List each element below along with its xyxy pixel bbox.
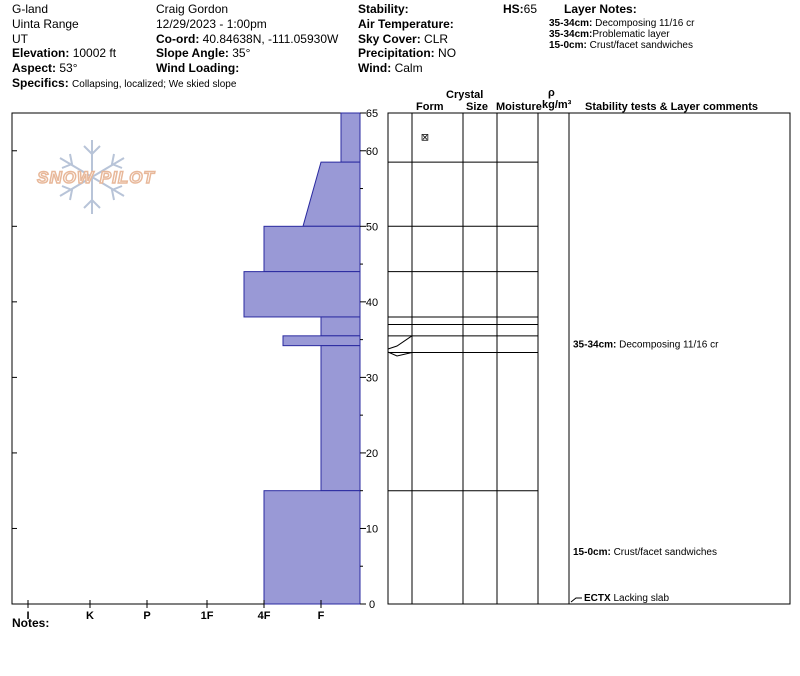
wind-value: Calm [394, 61, 423, 75]
slope-row: Slope Angle: 35° [156, 46, 250, 60]
density-unit-header: kg/m³ [542, 99, 572, 111]
layer-note-text: Decomposing 11/16 cr [595, 18, 695, 29]
layer-note-text: Crust/facet sandwiches [589, 40, 693, 51]
snowpilot-logo: SNOW PILOT [30, 138, 160, 218]
hardness-tick-label: 1F [201, 610, 214, 622]
notes-label: Notes: [12, 616, 50, 630]
height-tick-label: 65 [366, 108, 378, 120]
elevation-value: 10002 ft [72, 46, 117, 60]
stability-test-pointer [570, 597, 582, 603]
slope-value: 35° [232, 46, 251, 60]
layer-comment: 15-0cm: Crust/facet sandwiches [573, 547, 717, 558]
hardness-layer [282, 335, 361, 347]
hardness-layer [263, 490, 361, 605]
hs-row: HS:65 [503, 2, 537, 16]
hardness-layer [243, 271, 361, 318]
hardness-layer [320, 345, 361, 492]
layer-note: 15-0cm: Crust/facet sandwiches [549, 40, 693, 51]
precip-label: Precipitation: [358, 46, 435, 60]
stability-test-result: Lacking slab [613, 593, 669, 604]
height-tick-label: 50 [366, 221, 378, 233]
hardness-layer [263, 225, 361, 273]
coord-row: Co-ord: 40.84638N, -111.05930W [156, 32, 338, 46]
hardness-tick-label: K [86, 610, 94, 622]
slope-label: Slope Angle: [156, 46, 229, 60]
hardness-tick-label: F [318, 610, 325, 622]
sky-label: Sky Cover: [358, 32, 421, 46]
layer-note: 35-34cm:Problematic layer [549, 29, 670, 40]
layer-comment-range: 15-0cm: [573, 547, 614, 558]
height-tick-label: 20 [366, 448, 378, 460]
wind-label: Wind: [358, 61, 392, 75]
hardness-tick-label: P [143, 610, 150, 622]
height-tick-label: 0 [369, 599, 375, 611]
specifics-row: Specifics: Collapsing, localized; We ski… [12, 76, 236, 90]
wind-loading-row: Wind Loading: [156, 61, 239, 75]
wind-row: Wind: Calm [358, 61, 423, 75]
stability-test: ECTX Lacking slab [584, 593, 669, 604]
layer-comment: 35-34cm: Decomposing 11/16 cr [573, 339, 719, 350]
layer-note: 35-34cm: Decomposing 11/16 cr [549, 18, 694, 29]
precip-value: NO [438, 46, 457, 60]
range-name: Uinta Range [12, 17, 79, 31]
air-temp-label: Air Temperature: [358, 17, 454, 31]
stability-test-code: ECTX [584, 593, 613, 604]
layer-comment-text: Decomposing 11/16 cr [619, 339, 719, 350]
layer-note-range: 35-34cm: [549, 18, 593, 29]
obs-datetime: 12/29/2023 - 1:00pm [156, 17, 267, 31]
elevation-label: Elevation: [12, 46, 70, 60]
layer-connector [387, 335, 413, 350]
air-temp-row: Air Temperature: [358, 17, 454, 31]
logo-text: SNOW PILOT [36, 167, 155, 188]
layer-note-range: 15-0cm: [549, 40, 587, 51]
layer-comment-range: 35-34cm: [573, 339, 619, 350]
size-header: Size [466, 101, 489, 113]
state-name: UT [12, 32, 28, 46]
layer-table-frame [387, 112, 791, 605]
layer-note-text: Problematic layer [592, 29, 670, 40]
hardness-tick-label: 4F [258, 610, 271, 622]
observer-name: Craig Gordon [156, 2, 229, 16]
layer-notes-title: Layer Notes: [564, 2, 637, 16]
hs-label: HS: [503, 2, 524, 16]
height-tick-label: 30 [366, 372, 378, 384]
site-name: G-land [12, 2, 49, 16]
form-header: Form [416, 101, 444, 113]
stability-row: Stability: [358, 2, 409, 16]
precip-row: Precipitation: NO [358, 46, 456, 60]
aspect-label: Aspect: [12, 61, 57, 75]
hardness-tick-label: I [26, 610, 29, 622]
elevation-row: Elevation: 10002 ft [12, 46, 116, 60]
specifics-label: Specifics: [12, 76, 69, 90]
height-tick-label: 60 [366, 146, 378, 158]
coord-value: 40.84638N, -111.05930W [202, 32, 339, 46]
crystal-header: Crystal [446, 89, 484, 101]
stability-tests-header: Stability tests & Layer comments [585, 101, 759, 113]
layer-note-range: 35-34cm: [549, 29, 593, 40]
hardness-layer [320, 316, 361, 337]
sky-value: CLR [424, 32, 449, 46]
grain-form-symbol: ⊠ [421, 133, 429, 144]
snowflake-icon [59, 140, 125, 214]
height-tick-label: 10 [366, 523, 378, 535]
layer-comment-text: Crust/facet sandwiches [614, 547, 717, 558]
sky-row: Sky Cover: CLR [358, 32, 448, 46]
aspect-row: Aspect: 53° [12, 61, 78, 75]
coord-label: Co-ord: [156, 32, 200, 46]
hardness-layer [340, 112, 361, 163]
height-tick-label: 40 [366, 297, 378, 309]
specifics-value: Collapsing, localized; We skied slope [72, 79, 237, 90]
hs-value: 65 [523, 2, 538, 16]
aspect-value: 53° [59, 61, 78, 75]
hardness-layer [302, 161, 361, 227]
stability-label: Stability: [358, 2, 409, 16]
wind-loading-label: Wind Loading: [156, 61, 240, 75]
rho-header: ρ [548, 87, 555, 99]
moisture-header: Moisture [496, 101, 542, 113]
layer-connector [387, 351, 413, 357]
